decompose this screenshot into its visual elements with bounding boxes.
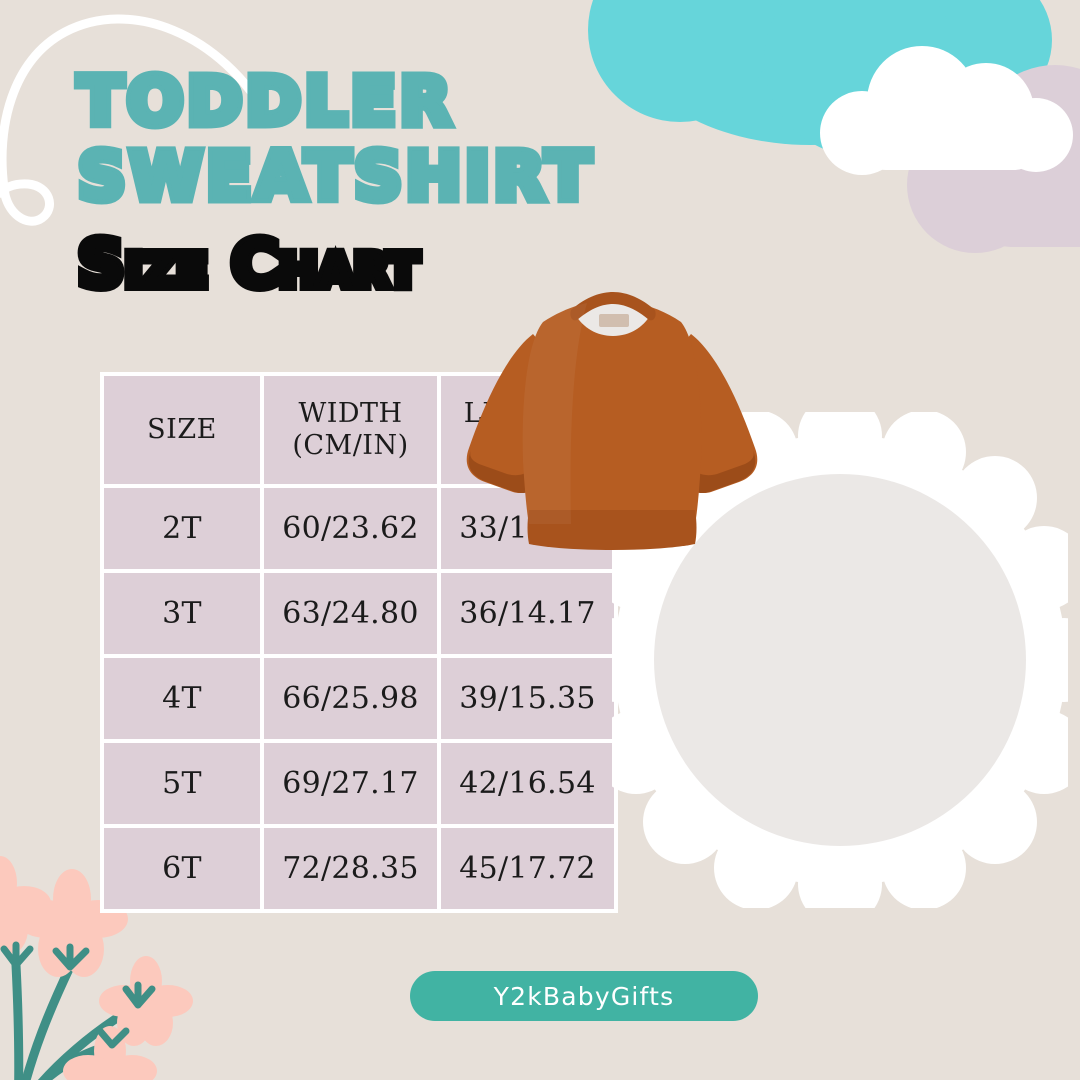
title-line-toddler: Toddler [74, 63, 456, 140]
cloud-white-decoration [790, 45, 1080, 180]
heading-block: Toddler Sweatshirt Size Chart [73, 63, 778, 303]
table-row: 6T 72/28.35 45/17.72 [104, 828, 614, 909]
table-row: 4T 66/25.98 39/15.35 [104, 658, 614, 739]
cell-size: 5T [104, 743, 260, 824]
size-chart-table: SIZE WIDTH (CM/IN) LENGTH (CM/IN) 2T 60/… [100, 372, 618, 913]
product-image-frame [466, 292, 1068, 908]
cell-length: 39/15.35 [441, 658, 614, 739]
table-row: 5T 69/27.17 42/16.54 [104, 743, 614, 824]
swirl-line-decoration [0, 0, 275, 270]
cell-width: 69/27.17 [264, 743, 437, 824]
page-title: Size Chart [73, 228, 423, 303]
wavy-frame-icon [612, 412, 1068, 908]
cell-length: 45/17.72 [441, 828, 614, 909]
cell-size: 4T [104, 658, 260, 739]
brand-name-label: Y2kBabyGifts [493, 981, 675, 1011]
cell-size: 3T [104, 573, 260, 654]
cell-size: 6T [104, 828, 260, 909]
table-body: 2T 60/23.62 33/12.99 3T 63/24.80 36/14.1… [104, 488, 614, 909]
cell-width: 60/23.62 [264, 488, 437, 569]
sweatshirt-photo [466, 292, 758, 550]
column-header-size-text: SIZE [147, 414, 217, 446]
column-header-width-text: WIDTH [298, 398, 403, 430]
column-header-width: WIDTH (CM/IN) [264, 376, 437, 484]
cell-size: 2T [104, 488, 260, 569]
title-line-sweatshirt: Sweatshirt [74, 137, 596, 215]
cell-length: 36/14.17 [441, 573, 614, 654]
cell-width: 66/25.98 [264, 658, 437, 739]
column-header-width-unit: (CM/IN) [292, 430, 409, 461]
table-row: 3T 63/24.80 36/14.17 [104, 573, 614, 654]
cloud-mauve-decoration [880, 55, 1080, 275]
cell-width: 63/24.80 [264, 573, 437, 654]
brand-badge: Y2kBabyGifts [410, 971, 758, 1021]
cell-width: 72/28.35 [264, 828, 437, 909]
cell-length: 42/16.54 [441, 743, 614, 824]
column-header-size: SIZE [104, 376, 260, 484]
flower-decoration [0, 855, 240, 1080]
